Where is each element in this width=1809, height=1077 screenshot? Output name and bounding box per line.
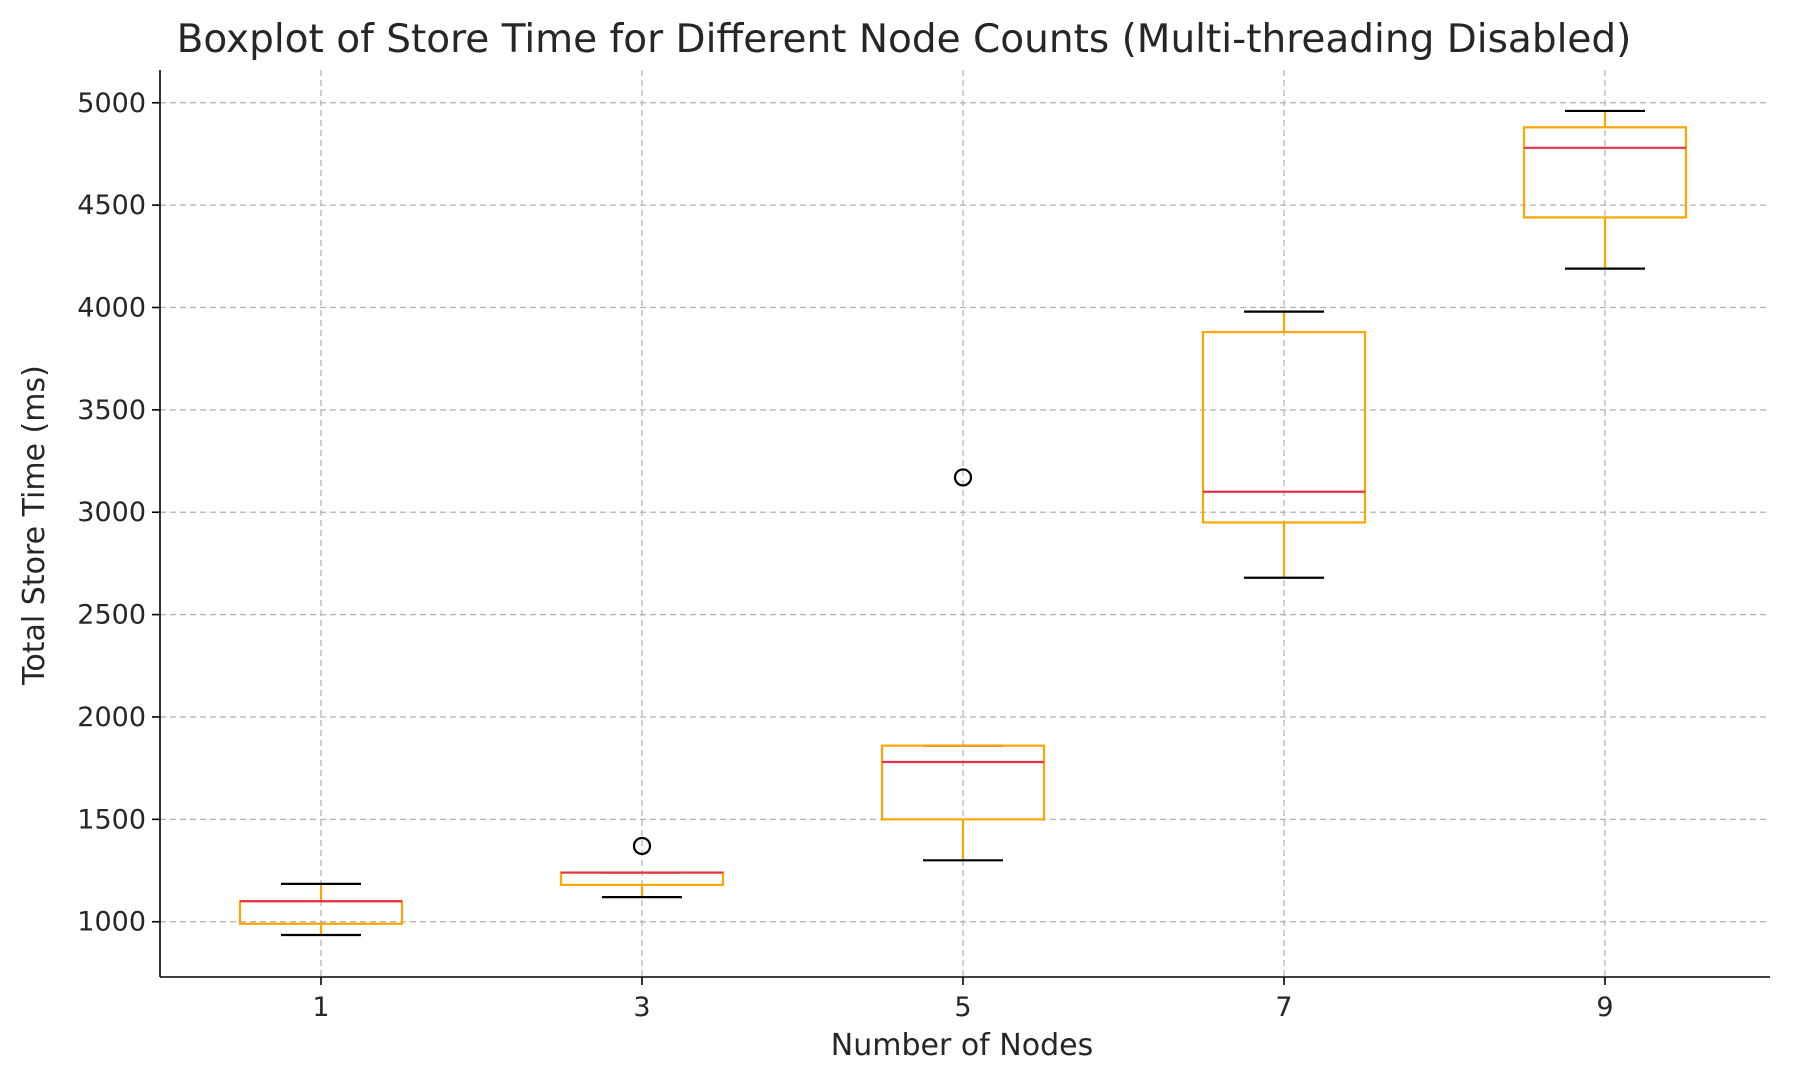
x-tick-label: 7 — [1275, 992, 1292, 1023]
y-tick-label: 3000 — [77, 497, 146, 528]
y-tick-label: 2500 — [77, 600, 146, 631]
box-layer — [238, 109, 1688, 937]
x-tick-label: 9 — [1596, 992, 1613, 1023]
box-group-9 — [1522, 109, 1688, 270]
x-tick-label: 1 — [312, 992, 329, 1023]
axis-layer: 1000 1500 2000 2500 3000 3500 4000 4500 5000 1 3 5 7… — [77, 70, 1770, 1023]
y-tick-label: 4500 — [77, 190, 146, 221]
x-tick-label: 3 — [633, 992, 650, 1023]
iqr-box — [1522, 126, 1688, 219]
iqr-box — [1201, 330, 1367, 524]
y-tick-label: 2000 — [77, 702, 146, 733]
y-tick-label: 5000 — [77, 88, 146, 119]
x-tick-label: 5 — [954, 992, 971, 1023]
y-tick-label: 1000 — [77, 907, 146, 938]
y-tick-label: 1500 — [77, 804, 146, 835]
box-group-5 — [880, 468, 1046, 862]
box-group-3 — [559, 836, 725, 899]
y-tick-label: 4000 — [77, 292, 146, 323]
iqr-box — [880, 744, 1046, 821]
x-axis-label: Number of Nodes — [831, 1028, 1093, 1063]
box-group-1 — [238, 882, 404, 937]
chart-title: Boxplot of Store Time for Different Node… — [177, 17, 1632, 62]
outlier-point — [953, 468, 973, 487]
grid-layer — [160, 70, 1770, 977]
outlier-point — [632, 836, 652, 856]
y-axis-label: Total Store Time (ms) — [17, 365, 52, 686]
y-tick-label: 3500 — [77, 395, 146, 426]
box-group-7 — [1201, 310, 1367, 579]
